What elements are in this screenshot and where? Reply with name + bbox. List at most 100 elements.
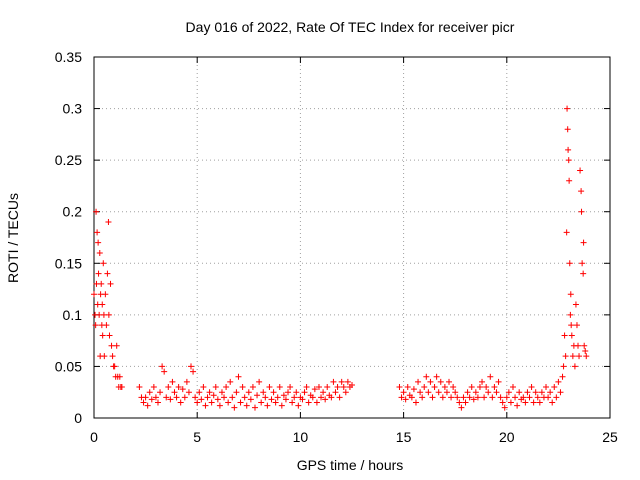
data-point (485, 389, 492, 396)
data-point (344, 378, 351, 385)
data-point (545, 394, 552, 401)
data-point (551, 384, 558, 391)
data-point (564, 105, 571, 112)
data-point (431, 384, 438, 391)
data-point (460, 394, 467, 401)
data-point (489, 394, 496, 401)
data-point (332, 389, 339, 396)
x-tick-label: 15 (396, 429, 412, 445)
x-tick-label: 20 (499, 429, 515, 445)
data-point (563, 229, 570, 236)
data-point (105, 311, 112, 318)
data-point (223, 384, 230, 391)
data-points (91, 105, 590, 411)
data-point (448, 394, 455, 401)
data-point (96, 249, 103, 256)
data-point (512, 394, 519, 401)
y-tick-label: 0.1 (63, 307, 83, 323)
data-point (435, 389, 442, 396)
data-point (462, 399, 469, 406)
data-point (417, 389, 424, 396)
data-point (491, 384, 498, 391)
data-point (276, 384, 283, 391)
data-point (433, 373, 440, 380)
data-point (564, 126, 571, 133)
y-tick-label: 0.35 (55, 49, 82, 65)
data-point (421, 384, 428, 391)
data-point (313, 399, 320, 406)
data-point (503, 394, 510, 401)
data-point (227, 378, 234, 385)
x-axis-title: GPS time / hours (297, 457, 404, 473)
data-point (100, 260, 107, 267)
data-point (303, 384, 310, 391)
data-point (580, 270, 587, 277)
data-point (287, 384, 294, 391)
data-point (481, 394, 488, 401)
data-point (272, 399, 279, 406)
data-point (466, 394, 473, 401)
data-point (582, 347, 589, 354)
data-point (415, 378, 422, 385)
data-point (278, 402, 285, 409)
data-point (241, 394, 248, 401)
data-point (256, 378, 263, 385)
data-point (216, 402, 223, 409)
data-point (398, 394, 405, 401)
data-point (233, 389, 240, 396)
data-point (425, 389, 432, 396)
data-point (452, 389, 459, 396)
data-point (188, 363, 195, 370)
data-point (237, 399, 244, 406)
data-point (342, 389, 349, 396)
data-point (291, 394, 298, 401)
data-point (208, 399, 215, 406)
data-point (580, 239, 587, 246)
data-point (579, 260, 586, 267)
data-point (247, 396, 254, 403)
data-point (470, 396, 477, 403)
data-point (305, 399, 312, 406)
x-tick-label: 0 (90, 429, 98, 445)
y-axis-title: ROTI / TECUs (5, 193, 21, 283)
data-point (561, 332, 568, 339)
data-point (142, 394, 149, 401)
data-point (516, 389, 523, 396)
data-point (154, 399, 161, 406)
y-tick-label: 0.3 (63, 101, 83, 117)
data-point (536, 399, 543, 406)
data-point (437, 378, 444, 385)
data-point (476, 384, 483, 391)
data-point (567, 291, 574, 298)
data-point (198, 396, 205, 403)
data-point (578, 208, 585, 215)
data-point (113, 342, 120, 349)
data-point (509, 384, 516, 391)
data-point (334, 384, 341, 391)
data-point (309, 394, 316, 401)
data-point (315, 384, 322, 391)
data-point (181, 394, 188, 401)
data-point (573, 322, 580, 329)
data-point (102, 291, 109, 298)
data-point (543, 384, 550, 391)
data-point (218, 389, 225, 396)
data-point (493, 389, 500, 396)
data-point (107, 280, 114, 287)
data-point (260, 389, 267, 396)
data-point (324, 384, 331, 391)
data-point (245, 389, 252, 396)
data-point (266, 384, 273, 391)
data-point (560, 363, 567, 370)
data-point (92, 322, 99, 329)
data-point (105, 219, 112, 226)
data-point (157, 389, 164, 396)
data-point (583, 353, 590, 360)
data-point (111, 363, 118, 370)
data-point (258, 399, 265, 406)
data-point (495, 378, 502, 385)
data-point (567, 311, 574, 318)
data-point (514, 402, 521, 409)
data-point (581, 342, 588, 349)
